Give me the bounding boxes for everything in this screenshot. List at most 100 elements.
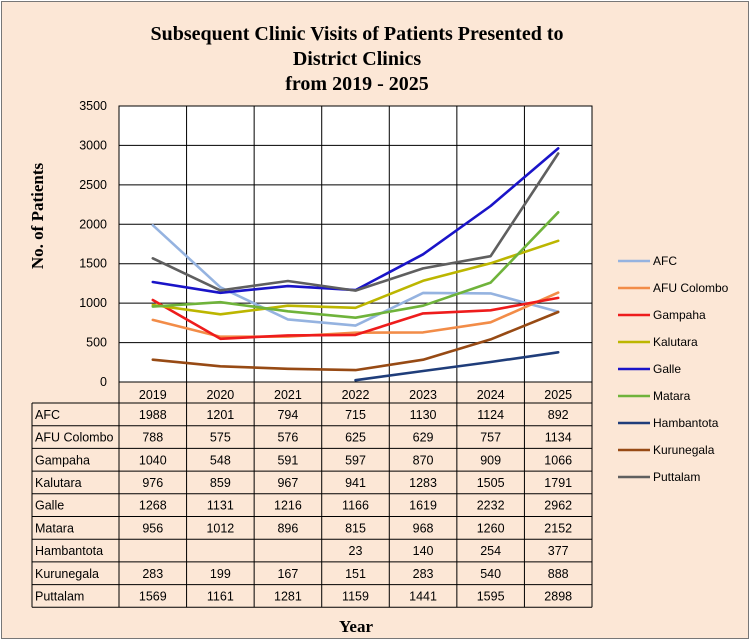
x-tick-label: 2019 bbox=[139, 388, 167, 402]
table-cell-value: 283 bbox=[142, 567, 163, 581]
table-cell-value: 715 bbox=[345, 408, 366, 422]
legend-label: Puttalam bbox=[653, 470, 700, 484]
series-line-gampaha bbox=[151, 296, 560, 341]
chart-title-line-1: Subsequent Clinic Visits of Patients Pre… bbox=[151, 23, 564, 45]
table-cell-value: 788 bbox=[142, 431, 163, 445]
table-cell-value: 2898 bbox=[544, 589, 572, 603]
table-cell-value: 1569 bbox=[139, 589, 167, 603]
table-cell-value: 1441 bbox=[409, 589, 437, 603]
table-cell-value: 2232 bbox=[477, 499, 505, 513]
table-cell-value: 1619 bbox=[409, 499, 437, 513]
series-line-afc bbox=[151, 223, 560, 327]
table-cell-value: 1268 bbox=[139, 499, 167, 513]
legend-label: Gampaha bbox=[653, 308, 706, 322]
gridlines bbox=[118, 105, 593, 383]
table-cell-value: 1159 bbox=[342, 589, 369, 603]
y-tick-label: 2000 bbox=[79, 217, 107, 231]
y-tick-label: 3500 bbox=[79, 99, 107, 113]
x-tick-label: 2023 bbox=[409, 388, 437, 402]
table-cell-value: 1161 bbox=[207, 589, 234, 603]
table-cell-value: 576 bbox=[277, 431, 298, 445]
y-tick-label: 1000 bbox=[79, 296, 107, 310]
table-cell-value: 815 bbox=[345, 521, 366, 535]
table-cell-value: 254 bbox=[480, 544, 501, 558]
table-cell-value: 896 bbox=[277, 521, 298, 535]
x-tick-label: 2024 bbox=[477, 388, 505, 402]
series-line-kalutara bbox=[151, 239, 560, 316]
table-cell-value: 1130 bbox=[410, 408, 437, 422]
table-cell-value: 967 bbox=[277, 476, 298, 490]
legend-label: AFU Colombo bbox=[653, 281, 729, 295]
table-cell-value: 540 bbox=[480, 567, 501, 581]
table-cell-value: 2152 bbox=[544, 521, 572, 535]
x-tick-label: 2020 bbox=[206, 388, 234, 402]
chart-title-line-2: District Clinics bbox=[293, 48, 422, 70]
legend-label: Galle bbox=[653, 362, 681, 376]
y-axis-title: No. of Patients bbox=[28, 162, 47, 269]
table-cell-value: 1988 bbox=[139, 408, 167, 422]
table-cell-value: 1595 bbox=[477, 589, 505, 603]
table-cell-value: 625 bbox=[345, 431, 366, 445]
table-series-name: AFU Colombo bbox=[35, 431, 114, 445]
table-cell-value: 968 bbox=[413, 521, 434, 535]
legend-label: AFC bbox=[653, 254, 677, 268]
chart-title: Subsequent Clinic Visits of Patients Pre… bbox=[151, 23, 564, 95]
table-series-name: Galle bbox=[35, 499, 64, 513]
table-cell-value: 859 bbox=[210, 476, 231, 490]
table-cell-value: 1260 bbox=[477, 521, 505, 535]
table-cell-value: 1040 bbox=[139, 453, 167, 467]
table-cell-value: 956 bbox=[142, 521, 163, 535]
table-cell-value: 377 bbox=[548, 544, 569, 558]
series-line-hambantota bbox=[354, 350, 560, 382]
table-cell-value: 888 bbox=[548, 567, 569, 581]
table-cell-value: 1283 bbox=[409, 476, 437, 490]
table-cell-value: 1791 bbox=[544, 476, 572, 490]
table-series-name: AFC bbox=[35, 408, 60, 422]
series-line-matara bbox=[151, 211, 560, 320]
table-cell-value: 1134 bbox=[545, 431, 572, 445]
x-tick-label: 2021 bbox=[274, 388, 302, 402]
table-cell-value: 1216 bbox=[274, 499, 302, 513]
legend: AFC AFU Colombo Gampaha Kalutara Galle Matara… bbox=[618, 254, 729, 484]
table-cell-value: 909 bbox=[480, 453, 501, 467]
plot-area bbox=[118, 105, 593, 383]
legend-label: Kalutara bbox=[653, 335, 698, 349]
table-cell-value: 1131 bbox=[207, 499, 234, 513]
y-tick-label: 500 bbox=[86, 336, 107, 350]
table-cell-value: 199 bbox=[210, 567, 231, 581]
table-cell-value: 870 bbox=[413, 453, 434, 467]
table-series-name: Matara bbox=[35, 521, 74, 535]
series-line-afu-colombo bbox=[151, 291, 560, 339]
table-series-name: Hambantota bbox=[35, 544, 103, 558]
table-cell-value: 597 bbox=[345, 453, 366, 467]
table-cell-value: 140 bbox=[413, 544, 434, 558]
y-tick-label: 1500 bbox=[79, 257, 107, 271]
table-cell-value: 976 bbox=[142, 476, 163, 490]
series-line-puttalam bbox=[151, 152, 560, 292]
y-tick-label: 2500 bbox=[79, 178, 107, 192]
table-series-name: Kurunegala bbox=[35, 567, 99, 581]
table-cell-value: 794 bbox=[277, 408, 298, 422]
table-cell-value: 629 bbox=[413, 431, 434, 445]
legend-label: Matara bbox=[653, 389, 691, 403]
table-cell-value: 575 bbox=[210, 431, 231, 445]
table-cell-value: 548 bbox=[210, 453, 231, 467]
table-cell-value: 1124 bbox=[477, 408, 504, 422]
table-cell-value: 892 bbox=[548, 408, 569, 422]
table-cell-value: 1012 bbox=[206, 521, 234, 535]
table-cell-value: 283 bbox=[413, 567, 434, 581]
table-series-name: Kalutara bbox=[35, 476, 82, 490]
table-cell-value: 591 bbox=[277, 453, 298, 467]
table-cell-value: 1066 bbox=[544, 453, 572, 467]
x-tick-label: 2025 bbox=[544, 388, 572, 402]
table-cell-value: 1281 bbox=[274, 589, 302, 603]
y-axis-ticks: 0 500 1000 1500 2000 2500 3000 3500 bbox=[79, 99, 107, 389]
legend-label: Hambantota bbox=[653, 416, 719, 430]
table-cell-value: 2962 bbox=[544, 499, 572, 513]
table-cell-value: 23 bbox=[349, 544, 363, 558]
y-tick-label: 0 bbox=[100, 375, 107, 389]
legend-label: Kurunegala bbox=[653, 443, 715, 457]
table-cell-value: 757 bbox=[480, 431, 501, 445]
series-lines bbox=[151, 147, 560, 382]
